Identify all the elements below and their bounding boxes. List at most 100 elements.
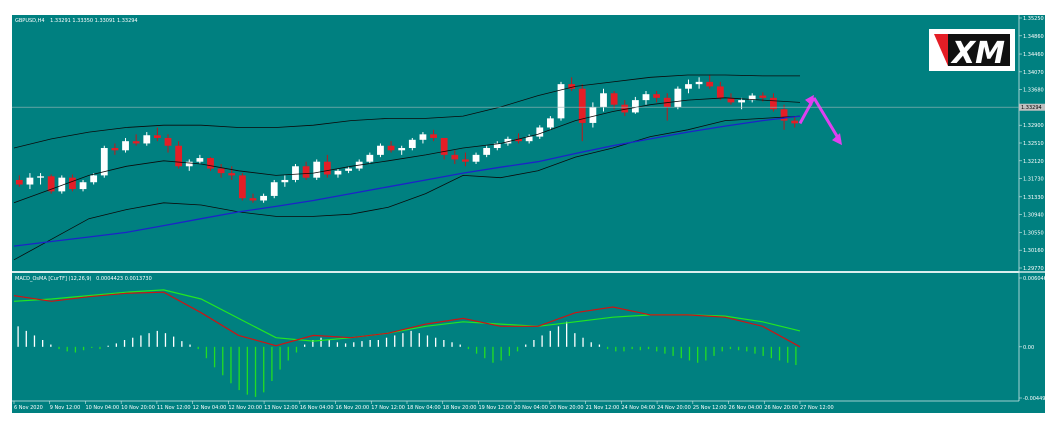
candle-body <box>408 139 416 149</box>
time-tick-label: 18 Nov 20:00 <box>443 405 477 411</box>
time-tick-label: 16 Nov 04:00 <box>300 405 334 411</box>
candle <box>79 179 87 192</box>
time-tick-label: 11 Nov 12:00 <box>157 405 191 411</box>
time-tick-label: 9 Nov 12:00 <box>50 405 81 411</box>
candle <box>47 174 55 194</box>
candle-body <box>313 161 321 178</box>
candle <box>674 86 682 110</box>
candle <box>100 145 108 178</box>
candle <box>26 173 34 190</box>
candle-body <box>238 175 246 199</box>
candle-body <box>47 176 55 192</box>
candle <box>164 134 172 153</box>
candle <box>238 173 246 201</box>
candle <box>685 79 692 94</box>
price-tick-label: 1.32900 <box>1023 123 1044 129</box>
candle-body <box>653 94 661 98</box>
candle-body <box>143 135 151 144</box>
candle-body <box>685 84 692 89</box>
candle <box>610 90 618 110</box>
candle-body <box>387 145 395 151</box>
candle <box>398 145 406 155</box>
candle <box>15 175 23 187</box>
price-tick-label: 1.32510 <box>1023 141 1044 147</box>
bollinger-upper-line <box>13 74 800 149</box>
candle-body <box>451 154 459 160</box>
candle <box>472 152 480 164</box>
time-tick-label: 12 Nov 20:00 <box>228 405 262 411</box>
candle <box>568 77 576 91</box>
time-tick-label: 17 Nov 12:00 <box>371 405 405 411</box>
candle <box>207 157 214 171</box>
time-axis-ticks: 6 Nov 2020 9 Nov 12:00 10 Nov 04:00 10 Nov … <box>13 401 834 411</box>
candle-body <box>738 100 745 103</box>
candle <box>716 81 724 101</box>
candle-body <box>419 134 427 140</box>
candle-body <box>600 93 607 107</box>
price-axis-background <box>1019 15 1045 401</box>
macd-header-values: 0.0004423 0.0013730 <box>96 276 152 282</box>
candle <box>440 137 448 160</box>
candle <box>185 159 193 171</box>
candle-body <box>706 81 714 87</box>
main-title: GBPUSD,H4 1.33291 1.33350 1.33091 1.3329… <box>15 18 138 24</box>
candle <box>377 143 384 158</box>
candle-body <box>132 141 140 144</box>
xm-logo: XM <box>929 29 1015 71</box>
candle <box>748 93 756 103</box>
candle <box>642 90 650 105</box>
candle <box>323 154 331 178</box>
price-tick-label: 1.31730 <box>1023 177 1044 183</box>
candle <box>153 127 161 142</box>
candle-body <box>164 137 172 146</box>
price-tick-label: 1.29770 <box>1023 266 1044 272</box>
logo-brand-text: XM <box>950 36 1005 71</box>
candle <box>589 102 597 128</box>
candle-body <box>748 95 756 101</box>
candle-body <box>780 109 788 121</box>
time-tick-label: 20 Nov 20:00 <box>550 405 584 411</box>
candle <box>58 175 66 194</box>
candle-body <box>493 143 501 149</box>
candle-body <box>26 177 34 185</box>
time-tick-label: 13 Nov 12:00 <box>264 405 298 411</box>
candle-body <box>398 148 406 151</box>
candle <box>536 125 544 139</box>
macd-indicator-name: MACD_OsMA [CurTF] (12,26,9) <box>15 276 92 282</box>
candle <box>483 145 491 158</box>
macd-histogram-group <box>17 321 797 397</box>
time-tick-label: 6 Nov 2020 <box>14 405 43 411</box>
current-price-box <box>1019 103 1045 111</box>
candle <box>69 174 76 192</box>
candle <box>132 134 140 146</box>
candle-body <box>345 168 352 171</box>
time-tick-label: 21 Nov 12:00 <box>586 405 620 411</box>
candle-body <box>642 94 650 101</box>
main-pane-background <box>12 15 1019 271</box>
candle-body <box>462 159 469 162</box>
price-tick-label: 1.34460 <box>1023 52 1044 58</box>
moving-average-group <box>13 115 801 247</box>
candle-body <box>185 161 193 167</box>
macd-title: MACD_OsMA [CurTF] (12,26,9) 0.0004423 0.… <box>15 276 152 282</box>
candle <box>727 93 735 105</box>
candle <box>143 132 151 146</box>
candle <box>122 137 129 153</box>
candle-body <box>15 179 23 185</box>
time-tick-label: 12 Nov 04:00 <box>193 405 227 411</box>
candle-body <box>90 175 98 183</box>
price-tick-label: 1.31330 <box>1023 195 1044 201</box>
candle-body <box>472 154 480 162</box>
candle-body <box>536 127 544 137</box>
candle <box>292 163 299 183</box>
bollinger-lower-line <box>13 115 801 261</box>
candle <box>366 152 374 164</box>
candle <box>462 152 469 167</box>
candle-body <box>281 179 289 183</box>
candle-body <box>621 104 629 113</box>
candle <box>504 136 512 146</box>
candle-body <box>504 138 512 144</box>
time-tick-label: 18 Nov 04:00 <box>407 405 441 411</box>
macd-axis-ticks: 0.006046 0.00 -0.004496 <box>1019 276 1049 402</box>
candle <box>175 141 183 169</box>
